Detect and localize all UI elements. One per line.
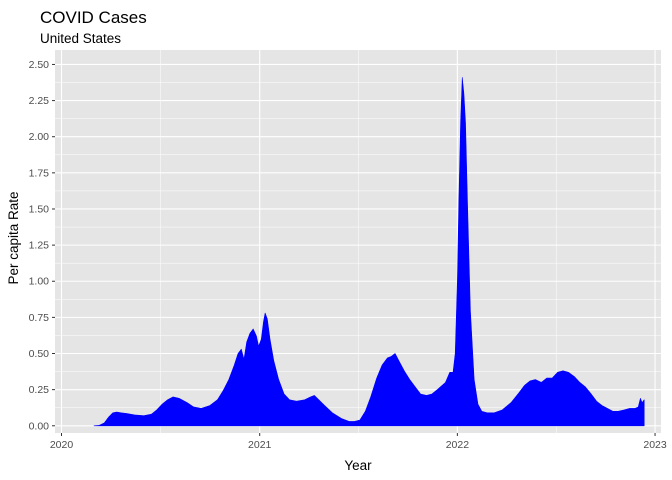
y-tick-label: 2.50 <box>29 59 50 71</box>
y-tick-label: 1.75 <box>29 167 50 179</box>
x-tick-label: 2021 <box>248 439 272 451</box>
y-tick-label: 1.50 <box>29 203 50 215</box>
y-tick-label: 0.75 <box>29 312 50 324</box>
grid-minor <box>55 50 661 433</box>
chart-subtitle: United States <box>40 31 121 46</box>
y-tick-label: 0.50 <box>29 348 50 360</box>
chart-title: COVID Cases <box>40 8 147 27</box>
y-tick-label: 0.00 <box>29 420 50 432</box>
area-series <box>93 77 645 427</box>
x-tick-label: 2023 <box>643 439 667 451</box>
x-tick-label: 2022 <box>446 439 470 451</box>
x-axis: 2020 2021 2022 2023 <box>50 433 667 451</box>
x-tick-label: 2020 <box>50 439 74 451</box>
y-axis: 0.00 0.25 0.50 0.75 1.00 1.25 1.50 1.75 2.00 2.25… <box>29 59 55 432</box>
plot-panel <box>55 50 661 433</box>
y-tick-label: 1.00 <box>29 276 50 288</box>
y-tick-label: 2.25 <box>29 95 50 107</box>
y-tick-label: 1.25 <box>29 240 50 252</box>
y-tick-label: 0.25 <box>29 384 50 396</box>
y-tick-label: 2.00 <box>29 131 50 143</box>
x-axis-title: Year <box>344 458 372 473</box>
y-axis-title: Per capita Rate <box>6 191 21 284</box>
